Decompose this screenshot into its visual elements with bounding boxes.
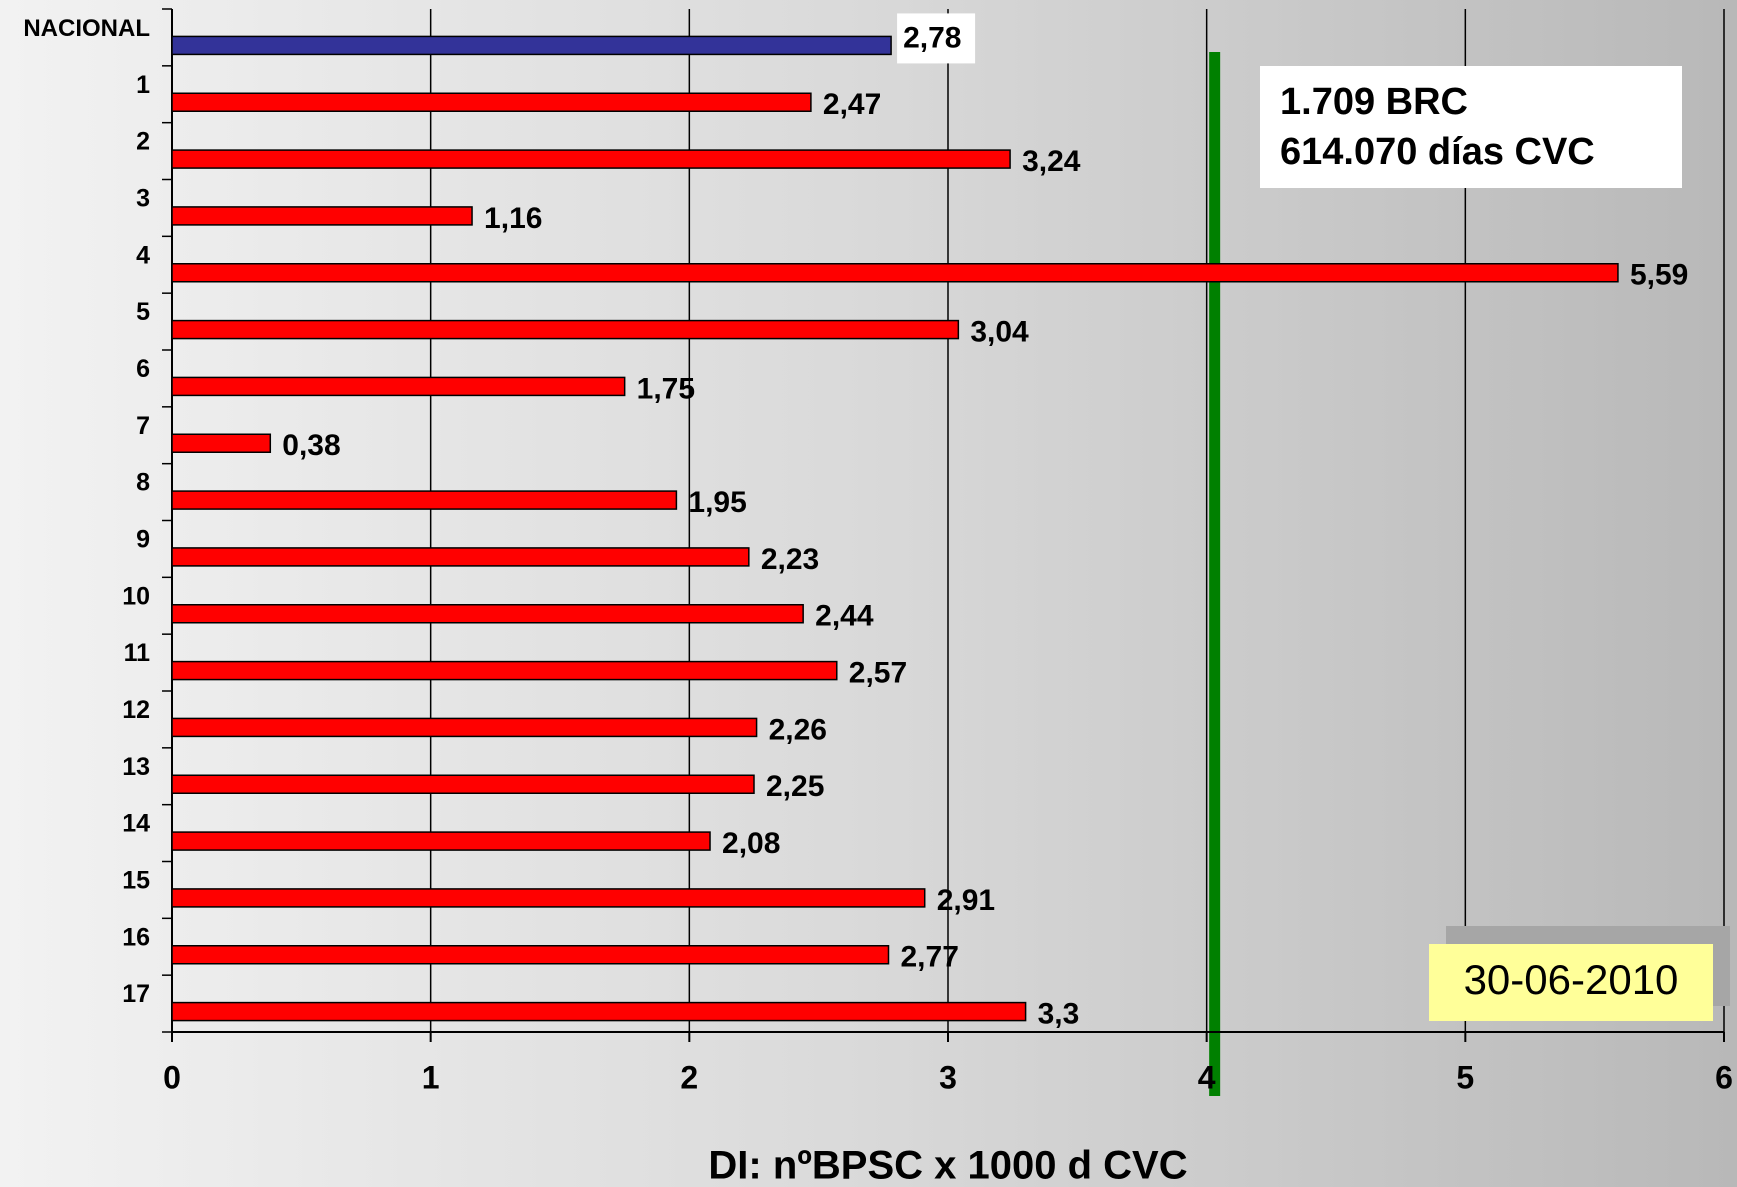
y-tick-label: 15	[122, 867, 150, 895]
value-label: 2,77	[901, 941, 959, 974]
value-label: 2,25	[766, 770, 824, 803]
value-label: 2,57	[849, 657, 907, 690]
x-tick-label: 3	[939, 1059, 957, 1095]
value-label: 2,47	[823, 88, 881, 121]
bar	[171, 547, 750, 567]
bar	[171, 149, 1011, 169]
x-tick-label: 0	[163, 1059, 181, 1095]
value-label: 2,23	[761, 543, 819, 576]
value-label: 3,04	[970, 316, 1029, 349]
y-tick-label: 7	[136, 412, 150, 440]
date-box	[1429, 944, 1713, 1021]
x-tick-label: 6	[1715, 1059, 1733, 1095]
y-tick-label: 13	[122, 753, 150, 781]
value-label: 1,75	[637, 372, 695, 405]
bar	[171, 490, 678, 510]
y-tick-label: 17	[122, 980, 150, 1008]
bar	[171, 831, 711, 851]
value-label: 2,91	[937, 884, 995, 917]
date: 30-06-2010	[1464, 956, 1679, 1003]
bar	[171, 1001, 1027, 1022]
x-tick-label: 5	[1456, 1059, 1474, 1095]
value-label: 2,78	[903, 21, 961, 54]
bar	[171, 376, 626, 397]
value-label: 3,24	[1022, 145, 1081, 178]
y-tick-label: 6	[136, 355, 150, 383]
bar	[171, 660, 838, 681]
value-label: 0,38	[282, 429, 340, 462]
value-label: 2,44	[815, 600, 874, 633]
note: 1.709 BRC	[1280, 81, 1468, 123]
y-tick-label: 8	[136, 469, 150, 497]
value-label: 1,16	[484, 202, 542, 235]
value-label: 2,08	[722, 827, 780, 860]
x-tick-label: 2	[680, 1059, 698, 1095]
y-tick-label: 3	[136, 185, 150, 213]
bar	[171, 888, 926, 908]
y-tick-label: 2	[136, 128, 150, 156]
bar	[171, 206, 473, 226]
bar	[171, 319, 960, 340]
y-tick-label: 5	[136, 298, 150, 326]
y-tick-label: 12	[122, 696, 150, 724]
y-tick-label: 9	[136, 526, 150, 554]
y-tick-label: NACIONAL	[23, 15, 150, 42]
bar	[171, 92, 812, 112]
note-box	[1260, 66, 1682, 188]
y-tick-label: 14	[122, 810, 150, 838]
value-label: 3,3	[1038, 998, 1080, 1031]
y-tick-label: 11	[124, 639, 151, 667]
bar	[171, 604, 804, 624]
value-label-box	[897, 13, 976, 64]
value-label: 1,95	[688, 486, 746, 519]
value-label: 2,26	[769, 713, 827, 746]
x-tick-label: 4	[1198, 1059, 1216, 1095]
y-tick-label: 4	[136, 241, 150, 269]
note: 614.070 días CVC	[1280, 131, 1595, 173]
value-label: 5,59	[1630, 259, 1688, 292]
bar	[171, 35, 892, 56]
y-tick-label: 16	[122, 923, 150, 951]
bar	[171, 945, 890, 965]
y-tick-label: 1	[136, 71, 150, 99]
y-tick-label: 10	[122, 582, 150, 610]
x-axis-title: DI: nºBPSC x 1000 d CVC	[708, 1144, 1187, 1187]
bar	[171, 774, 755, 794]
bar	[171, 263, 1619, 283]
x-tick-label: 1	[422, 1059, 440, 1095]
bar	[171, 433, 272, 453]
bar	[171, 717, 758, 738]
